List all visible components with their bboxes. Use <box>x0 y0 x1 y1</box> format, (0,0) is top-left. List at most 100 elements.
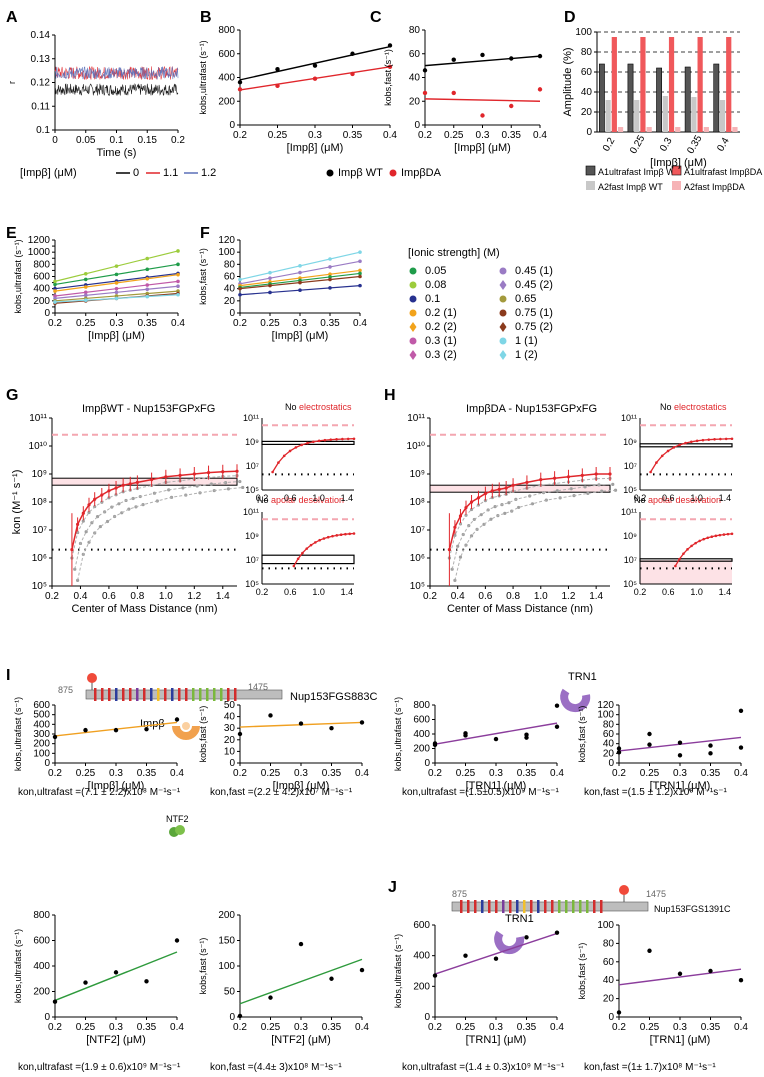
panel-label-h: H <box>384 387 396 404</box>
data-point <box>83 290 88 295</box>
bar <box>732 127 738 132</box>
inset-y-tick-label: 10⁹ <box>623 437 637 447</box>
inset-x-tick-label: 1.4 <box>341 493 354 503</box>
x-tick-label: 0.25 <box>76 1022 96 1033</box>
x-tick-label: 0.35 <box>137 1022 157 1033</box>
x-tick-label: 0.2 <box>423 591 437 602</box>
data-point <box>537 53 543 59</box>
inset-plot: 10⁵ 10⁷ 10⁹ 10¹¹ 0.2 0.6 1.0 1.4 <box>243 413 356 503</box>
legend-marker <box>499 309 507 317</box>
x-tick-label: 0.2 <box>45 591 59 602</box>
y-tick-label: 200 <box>218 96 235 107</box>
y-tick-label: 10¹⁰ <box>29 441 47 452</box>
fit-line <box>239 958 363 1005</box>
panel-label-f: F <box>200 225 210 242</box>
x-tick-label: 0.35 <box>502 130 522 141</box>
legend-label: 0.2 (1) <box>425 307 457 319</box>
y-tick-label: 0 <box>229 1012 235 1023</box>
data-point <box>145 294 150 299</box>
bar <box>617 127 624 132</box>
data-point <box>451 90 456 96</box>
y-axis-label: kobs,fast (s⁻¹) <box>198 938 208 995</box>
data-point <box>616 750 622 755</box>
data-point <box>174 717 180 722</box>
chart-i3: 0.2 0.25 0.3 0.35 0.4 0 200 400 600 800 [TRN1] (μM… <box>393 697 564 792</box>
data-point <box>298 721 304 726</box>
inset-y-tick-label: 10¹¹ <box>621 507 637 517</box>
inset-h-no-elec: No electrostatics <box>660 402 727 412</box>
y-tick-label: 10⁹ <box>410 469 425 480</box>
y-axis-label: kon (M⁻¹ s⁻¹) <box>11 470 23 535</box>
x-tick-label: 0.35 <box>343 130 363 141</box>
ntf2-tag: NTF2 <box>166 814 189 824</box>
kon-point <box>447 548 451 552</box>
inset-x-tick-label: 1.4 <box>719 493 732 503</box>
kon-point <box>469 500 474 504</box>
panel-label-g: G <box>6 387 18 404</box>
y-tick-label: 10¹¹ <box>407 413 425 424</box>
x-tick-label: 0.3 <box>294 1022 308 1033</box>
inset-plot: 10⁵ 10⁷ 10⁹ 10¹¹ 0.2 0.6 1.0 1.4 <box>621 413 734 503</box>
x-tick-label: 0.35 <box>517 1022 537 1033</box>
trn1-protein-icon-j: TRN1 <box>494 913 534 955</box>
data-point <box>359 967 365 973</box>
x-axis-label: [Impβ] (μM) <box>273 780 330 792</box>
y-tick-label: 60 <box>603 729 615 740</box>
y-tick-label: 200 <box>218 910 235 921</box>
kon-point <box>497 487 501 491</box>
data-point <box>114 290 119 295</box>
x-tick-label: 0.4 <box>734 768 748 779</box>
x-tick-label: 0.2 <box>601 136 618 154</box>
data-point <box>268 276 272 280</box>
fg-motif <box>108 688 111 701</box>
x-tick-label: 0.4 <box>550 1022 564 1033</box>
data-point <box>53 289 57 293</box>
y-tick-label: 30 <box>224 723 236 734</box>
legend-a2-wt-swatch <box>586 181 595 190</box>
grey-point <box>226 487 231 491</box>
kon-point <box>476 496 481 500</box>
legend-da-dot <box>389 169 397 177</box>
kon-point <box>483 492 487 496</box>
data-point <box>174 938 180 943</box>
kon-point <box>235 469 239 473</box>
data-point <box>350 51 355 56</box>
data-point <box>114 264 119 268</box>
inset-h-no-apolar: No apolar desolvation <box>634 495 721 505</box>
data-point <box>432 741 438 746</box>
legend-marker <box>499 267 507 275</box>
x-axis-label: Center of Mass Distance (nm) <box>447 603 593 615</box>
legend-marker <box>499 350 507 360</box>
trn1-tag-i: TRN1 <box>568 671 597 683</box>
inset-x-tick-label: 1.0 <box>690 493 703 503</box>
x-tick-label: 0.4 <box>734 1022 748 1033</box>
grey-point <box>131 496 135 501</box>
construct-schematic-i: 875 1475 Nup153FGS883C <box>58 673 377 703</box>
y-axis-label: Amplitude (%) <box>562 47 574 116</box>
fg-motif <box>136 688 139 701</box>
inset-curve <box>272 438 355 473</box>
x-axis-label: [TRN1] (μM) <box>650 780 711 792</box>
data-point <box>708 751 713 756</box>
data-point <box>145 267 150 272</box>
data-point <box>52 734 58 740</box>
data-point <box>298 280 302 285</box>
data-point <box>387 64 393 70</box>
y-tick-label: 0.13 <box>31 54 51 65</box>
bar <box>605 100 611 132</box>
fit-line <box>434 722 558 745</box>
fg-motif <box>481 900 484 913</box>
fg-motif <box>460 900 463 913</box>
x-tick-label: 0.3 <box>673 768 687 779</box>
inset-g-no-apolar: No apolar desolvation <box>257 495 344 505</box>
x-tick-label: 0.25 <box>268 130 288 141</box>
legend-a2-wt-label: A2fast Impβ WT <box>598 182 663 192</box>
x-tick-label: 1.4 <box>216 591 230 602</box>
data-point <box>616 1010 622 1015</box>
data-point <box>176 284 180 289</box>
x-tick-label: 0.2 <box>48 318 62 329</box>
grey-point <box>456 544 460 548</box>
data-point <box>358 250 362 254</box>
x-tick-label: 0.4 <box>170 1022 184 1033</box>
